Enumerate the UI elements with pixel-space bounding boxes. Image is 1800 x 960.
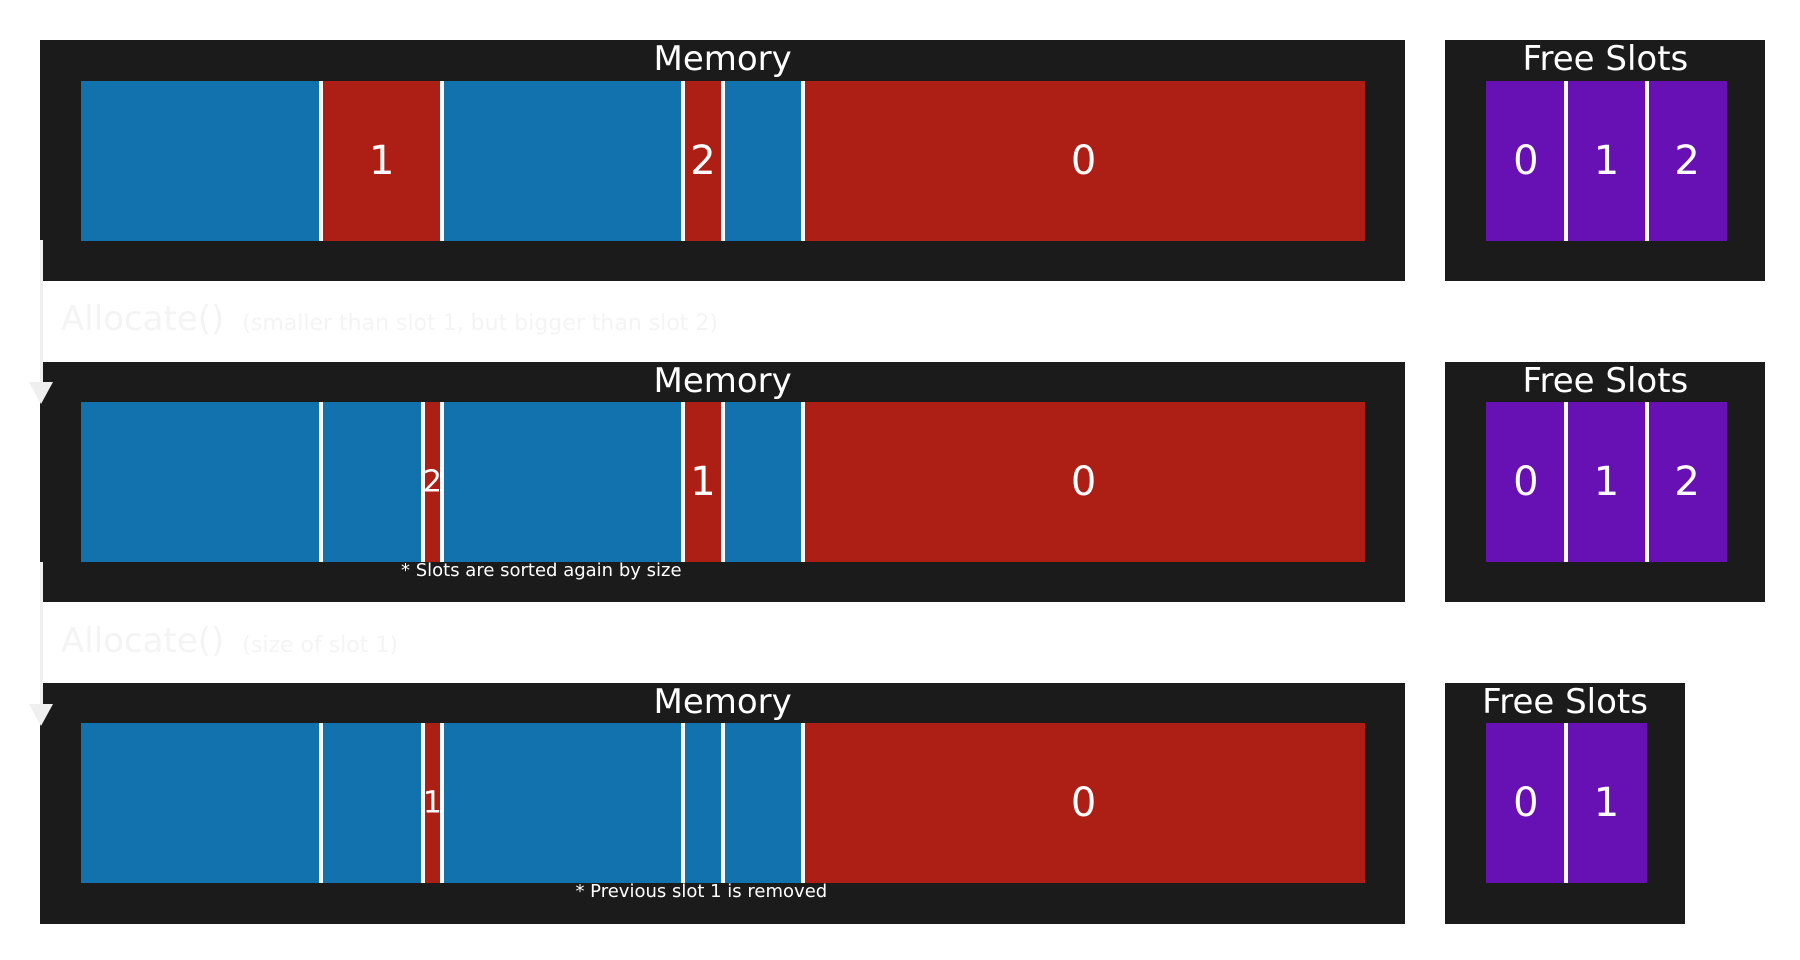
block-divider bbox=[680, 723, 685, 884]
block-divider bbox=[680, 80, 685, 241]
free-slot-index: 1 bbox=[1593, 137, 1620, 184]
free-memory-block: 0 bbox=[802, 723, 1365, 884]
allocate-detail: (size of slot 1) bbox=[242, 632, 398, 658]
slot-divider bbox=[1564, 80, 1569, 241]
allocated-memory-block bbox=[723, 401, 803, 562]
allocated-memory-block bbox=[723, 723, 803, 884]
allocated-memory-block bbox=[442, 723, 683, 884]
block-divider bbox=[440, 401, 445, 562]
free-slot-index: 2 bbox=[1674, 137, 1700, 184]
allocated-memory-block bbox=[80, 80, 322, 241]
free-slots-panel: Free Slots 0 1 2 bbox=[1445, 39, 1766, 281]
memory-panel: Memory 1 2 0 bbox=[40, 39, 1405, 281]
free-memory-block: 1 bbox=[682, 401, 724, 562]
free-slot-entry: 1 bbox=[1566, 80, 1647, 241]
block-divider bbox=[319, 80, 324, 241]
free-slots-strip: 0 1 2 bbox=[1485, 80, 1728, 241]
free-slot-entry: 1 bbox=[1566, 723, 1647, 884]
allocate-call: Allocate() bbox=[61, 620, 225, 661]
block-slot-label: 2 bbox=[690, 137, 716, 184]
block-divider bbox=[800, 401, 805, 562]
memory-title: Memory bbox=[653, 360, 792, 401]
free-slot-index: 0 bbox=[1513, 780, 1539, 827]
free-slot-index: 1 bbox=[1593, 458, 1620, 505]
slot-divider bbox=[1644, 80, 1649, 241]
block-divider bbox=[420, 723, 425, 884]
free-slot-index: 1 bbox=[1593, 780, 1620, 827]
allocated-memory-block bbox=[80, 401, 322, 562]
block-slot-label: 0 bbox=[1070, 137, 1097, 184]
block-divider bbox=[440, 723, 445, 884]
allocated-memory-block bbox=[442, 80, 683, 241]
flow-arrow-icon bbox=[29, 382, 53, 405]
block-slot-label: 0 bbox=[1070, 458, 1097, 505]
block-slot-label: 0 bbox=[1070, 780, 1097, 827]
block-divider bbox=[721, 723, 726, 884]
free-slots-title: Free Slots bbox=[1522, 360, 1689, 401]
free-slot-entry: 1 bbox=[1566, 401, 1647, 562]
free-memory-block: 0 bbox=[802, 401, 1365, 562]
free-slots-strip: 0 1 2 bbox=[1485, 401, 1728, 562]
allocate-call: Allocate() bbox=[61, 299, 225, 340]
slot-divider bbox=[1564, 723, 1569, 884]
free-slots-title: Free Slots bbox=[1482, 681, 1648, 722]
free-slot-index: 0 bbox=[1513, 458, 1539, 505]
block-divider bbox=[319, 723, 324, 884]
free-slot-entry: 2 bbox=[1646, 80, 1728, 241]
free-slots-title: Free Slots bbox=[1522, 39, 1689, 80]
free-slot-index: 2 bbox=[1674, 458, 1700, 505]
free-memory-block: 2 bbox=[422, 401, 443, 562]
slot-divider bbox=[1564, 401, 1569, 562]
block-slot-label: 1 bbox=[369, 137, 395, 184]
free-memory-block: 1 bbox=[321, 80, 443, 241]
block-slot-label: 1 bbox=[422, 785, 442, 821]
block-divider bbox=[800, 80, 805, 241]
allocate-detail: (smaller than slot 1, but bigger than sl… bbox=[242, 311, 719, 337]
memory-panel: Memory 1 0 * Previous slot 1 is removed bbox=[40, 681, 1405, 924]
free-slot-entry: 0 bbox=[1485, 80, 1567, 241]
block-slot-label: 2 bbox=[422, 464, 442, 500]
flow-arrow-icon bbox=[29, 703, 53, 726]
free-memory-block: 0 bbox=[802, 80, 1365, 241]
memory-note: * Previous slot 1 is removed bbox=[575, 880, 828, 902]
flow-line bbox=[40, 561, 43, 705]
block-divider bbox=[721, 401, 726, 562]
allocate-step-label: Allocate() (smaller than slot 1, but bigg… bbox=[61, 299, 718, 339]
free-memory-block: 2 bbox=[682, 80, 724, 241]
allocated-memory-block bbox=[723, 80, 803, 241]
allocated-memory-block bbox=[321, 723, 423, 884]
memory-title: Memory bbox=[653, 39, 792, 80]
block-divider bbox=[721, 80, 726, 241]
free-slots-panel: Free Slots 0 1 2 bbox=[1445, 360, 1766, 603]
allocated-memory-block bbox=[321, 401, 423, 562]
flow-line bbox=[40, 239, 43, 386]
allocated-memory-block bbox=[442, 401, 683, 562]
free-slot-entry: 2 bbox=[1646, 401, 1728, 562]
allocated-memory-block bbox=[80, 723, 322, 884]
memory-panel: Memory 2 1 0 * Slots are sorted again by siz… bbox=[40, 360, 1405, 603]
free-memory-block: 1 bbox=[422, 723, 443, 884]
memory-strip: 1 2 0 bbox=[80, 80, 1365, 241]
free-slots-panel: Free Slots 0 1 bbox=[1445, 681, 1685, 924]
slot-divider bbox=[1644, 401, 1649, 562]
free-slot-entry: 0 bbox=[1485, 723, 1567, 884]
allocated-memory-block bbox=[682, 723, 724, 884]
block-divider bbox=[680, 401, 685, 562]
allocate-step-label: Allocate() (size of slot 1) bbox=[61, 621, 398, 661]
memory-title: Memory bbox=[653, 681, 792, 722]
block-divider bbox=[800, 723, 805, 884]
block-divider bbox=[440, 80, 445, 241]
block-slot-label: 1 bbox=[690, 458, 716, 505]
memory-note: * Slots are sorted again by size bbox=[400, 559, 682, 581]
memory-strip: 2 1 0 bbox=[80, 401, 1365, 562]
block-divider bbox=[420, 401, 425, 562]
block-divider bbox=[319, 401, 324, 562]
free-slot-index: 0 bbox=[1513, 137, 1539, 184]
free-slot-entry: 0 bbox=[1485, 401, 1567, 562]
